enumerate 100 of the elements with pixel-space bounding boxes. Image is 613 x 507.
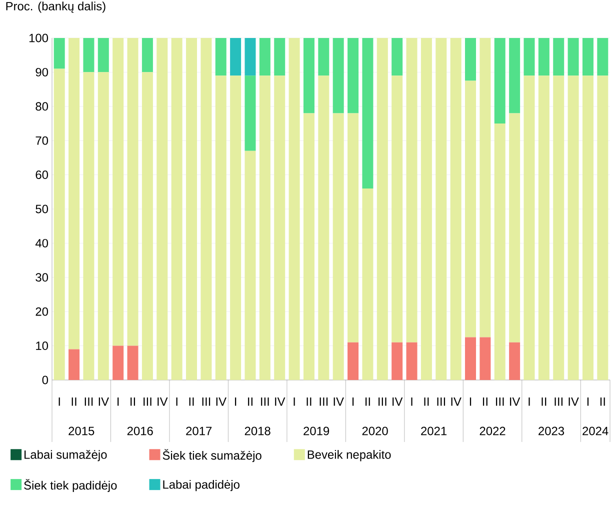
text: 2017 <box>186 426 212 436</box>
x-tick-label: IV <box>98 398 109 406</box>
y-tick-label: 60 <box>36 170 48 180</box>
bar <box>597 76 608 380</box>
x-tick-label: II <box>482 398 488 406</box>
bar <box>392 342 403 380</box>
x-tick-label: I <box>528 398 530 406</box>
bar <box>538 76 550 380</box>
bar <box>274 38 286 76</box>
bar <box>288 38 300 380</box>
bar <box>553 76 564 380</box>
bar <box>348 38 359 114</box>
bar <box>494 123 506 380</box>
x-tick-label: II <box>366 398 370 406</box>
text: 2018 <box>244 426 270 436</box>
bar <box>98 72 109 380</box>
bar <box>450 38 462 380</box>
x-tick-label: II <box>542 398 546 406</box>
bar <box>582 38 594 76</box>
x-tick-label: IV <box>275 398 286 406</box>
bar <box>376 38 388 380</box>
bar <box>420 38 432 380</box>
x-tick-label: III <box>437 398 446 406</box>
bar <box>480 38 491 338</box>
bar <box>553 38 564 76</box>
bar <box>98 38 109 72</box>
y-tick-label: 40 <box>35 238 48 248</box>
x-tick-label: III <box>261 398 269 406</box>
text: 2023 <box>538 426 564 436</box>
x-tick-label: II <box>600 398 605 406</box>
bar <box>597 38 608 76</box>
legend-label: Šiek tiek sumažėjo <box>162 449 262 462</box>
bar <box>465 80 476 338</box>
x-tick-label: III <box>84 398 93 406</box>
bar <box>156 38 168 380</box>
bar <box>200 38 212 380</box>
bar <box>568 38 579 76</box>
x-tick-label: III <box>554 398 562 406</box>
text: 2019 <box>304 426 330 436</box>
bar <box>332 113 344 380</box>
y-tick-label: 30 <box>36 273 48 282</box>
bar <box>112 38 124 346</box>
x-tick-label: IV <box>392 398 403 406</box>
bar <box>494 38 506 124</box>
bar <box>582 76 594 380</box>
y-tick-label: 80 <box>36 102 48 111</box>
bar <box>362 188 374 380</box>
bar <box>83 38 94 72</box>
text: 2020 <box>362 426 388 436</box>
x-tick-label: I <box>411 398 412 406</box>
x-tick-label: II <box>424 398 429 406</box>
bar <box>332 38 344 114</box>
bar <box>509 342 520 380</box>
bar <box>303 38 314 114</box>
bar <box>244 76 256 151</box>
x-tick-label: III <box>496 398 504 406</box>
bar <box>524 38 535 76</box>
bar <box>83 72 94 380</box>
text: 2024 <box>582 426 608 436</box>
x-tick-label: IV <box>510 398 520 406</box>
x-tick-label: II <box>72 398 76 406</box>
x-tick-label: II <box>248 398 252 406</box>
bar <box>480 337 491 380</box>
text: 2015 <box>68 426 94 436</box>
y-tick-label: 10 <box>36 342 48 350</box>
legend-label: Labai sumažėjo <box>24 450 107 462</box>
bar <box>215 76 226 380</box>
x-tick-label: IV <box>334 398 344 406</box>
bar <box>215 38 226 76</box>
bar <box>230 38 242 76</box>
y-tick-label: 0 <box>42 376 48 384</box>
bar <box>318 76 330 380</box>
y-axis-title: Proc. (bankų dalis) <box>6 2 106 13</box>
bar <box>186 38 198 380</box>
x-tick-label: IV <box>216 398 226 406</box>
bar <box>465 337 476 380</box>
legend-label: Šiek tiek padidėjo <box>24 479 117 492</box>
x-tick-label: II <box>306 398 312 406</box>
x-tick-label: I <box>235 398 236 406</box>
bar <box>54 38 65 69</box>
bar <box>406 38 418 342</box>
bar <box>142 38 153 72</box>
bar <box>142 72 153 380</box>
y-tick-label: 20 <box>36 307 48 316</box>
bar <box>392 38 403 76</box>
x-tick-label: IV <box>451 398 462 406</box>
bar <box>406 342 418 380</box>
bar <box>509 38 520 114</box>
x-tick-label: I <box>352 398 354 406</box>
bar <box>54 68 65 380</box>
bar <box>348 342 359 380</box>
x-tick-label: III <box>144 398 152 406</box>
y-tick-label: 100 <box>29 34 48 42</box>
bar <box>303 113 314 380</box>
bar <box>68 349 80 380</box>
bar <box>112 346 124 380</box>
x-tick-label: I <box>587 398 589 406</box>
bar <box>465 38 476 81</box>
x-tick-label: III <box>320 398 328 406</box>
text: 2022 <box>480 426 506 436</box>
